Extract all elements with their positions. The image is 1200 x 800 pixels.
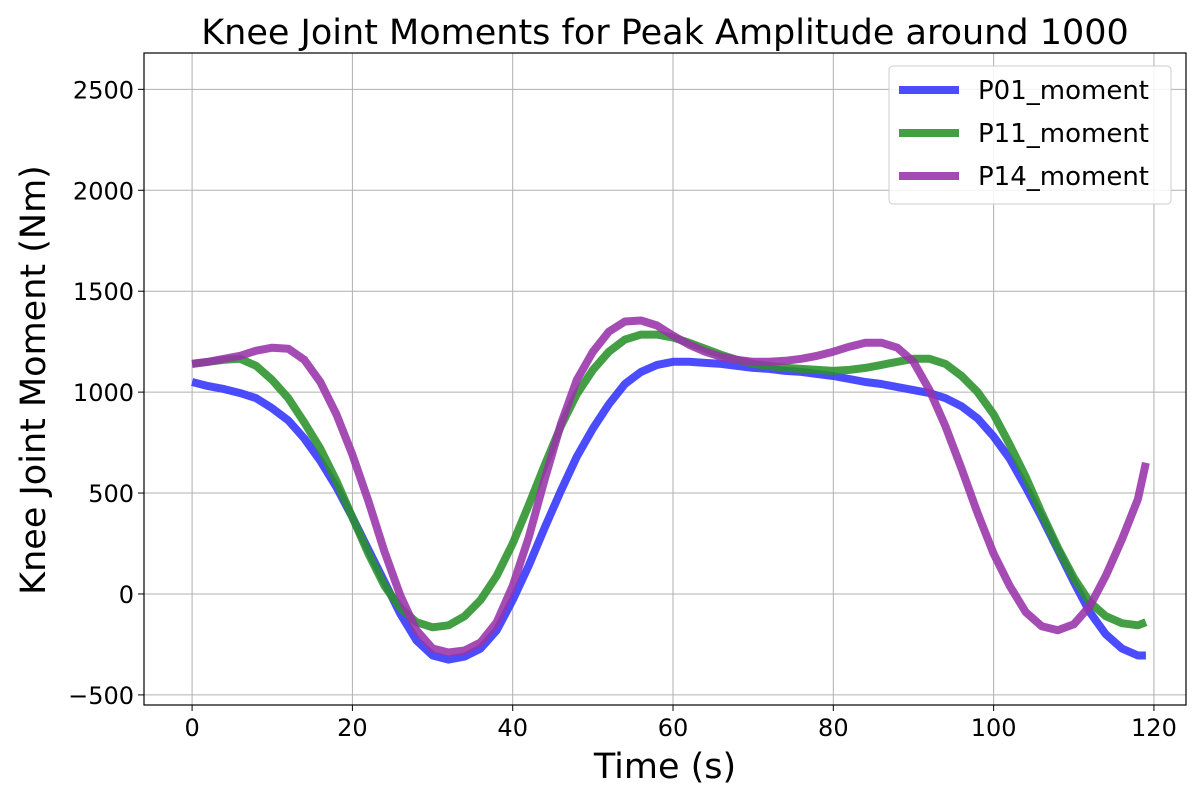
legend-label: P11_moment bbox=[978, 119, 1149, 149]
y-tick-label: 0 bbox=[119, 581, 134, 609]
legend-label: P14_moment bbox=[978, 162, 1149, 192]
x-tick-label: 120 bbox=[1131, 714, 1177, 742]
series-line-p14-moment bbox=[191, 316, 1150, 657]
x-tick-label: 0 bbox=[184, 714, 199, 742]
series-layer bbox=[191, 316, 1150, 664]
x-tick-label: 60 bbox=[658, 714, 689, 742]
x-tick-label: 20 bbox=[337, 714, 368, 742]
x-axis-ticks: 0 20 40 60 80 100 120 bbox=[184, 705, 1177, 742]
x-tick-label: 80 bbox=[818, 714, 849, 742]
y-tick-label: −500 bbox=[68, 682, 134, 710]
y-axis-label: Knee Joint Moment (Nm) bbox=[14, 165, 54, 595]
y-tick-label: 500 bbox=[88, 480, 134, 508]
chart-title: Knee Joint Moments for Peak Amplitude ar… bbox=[201, 13, 1129, 53]
y-tick-label: 2500 bbox=[73, 76, 134, 104]
y-tick-label: 1000 bbox=[73, 379, 134, 407]
x-tick-label: 100 bbox=[971, 714, 1017, 742]
x-axis-label: Time (s) bbox=[593, 747, 736, 787]
legend-label: P01_moment bbox=[978, 76, 1149, 106]
legend-box bbox=[888, 65, 1172, 205]
legend: P01_moment P11_moment P14_moment bbox=[888, 65, 1172, 205]
y-axis-ticks: −500 0 500 1000 1500 2000 2500 bbox=[68, 76, 144, 710]
series-line-p11-moment bbox=[191, 330, 1148, 632]
x-tick-label: 40 bbox=[497, 714, 528, 742]
plot-frame bbox=[143, 52, 1187, 706]
y-tick-label: 2000 bbox=[73, 177, 134, 205]
y-tick-label: 1500 bbox=[73, 278, 134, 306]
